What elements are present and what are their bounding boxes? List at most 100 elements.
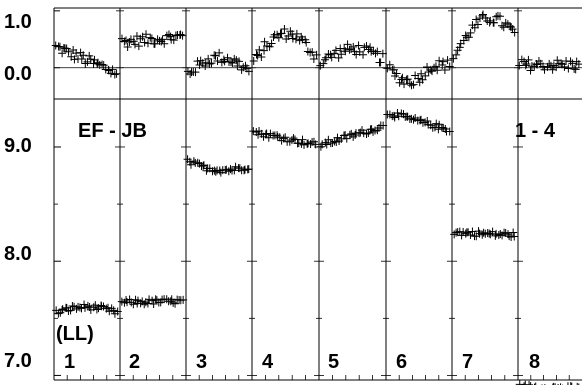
upper-point-2-17 <box>215 48 224 57</box>
upper-point-3-0 <box>249 57 258 66</box>
upper-point-4-4 <box>324 49 333 58</box>
upper-point-4-17 <box>349 42 358 51</box>
lower-point-5-7 <box>397 109 406 118</box>
panel-label-2: 2 <box>129 351 140 373</box>
upper-point-6-27 <box>499 23 508 32</box>
upper-point-5-33 <box>445 62 454 71</box>
upper-point-0-16 <box>81 59 90 68</box>
upper-point-5-27 <box>433 66 442 75</box>
upper-point-1-28 <box>169 36 178 45</box>
upper-point-0-18 <box>85 51 94 60</box>
lower-ytick-label-1: 8.0 <box>4 243 32 265</box>
upper-point-2-11 <box>204 54 213 63</box>
upper-point-3-8 <box>265 42 274 51</box>
upper-point-3-5 <box>260 46 269 55</box>
lower-point-5-30 <box>439 123 448 132</box>
lower-point-1-2 <box>122 295 131 304</box>
upper-point-1-13 <box>142 30 151 39</box>
lower-point-1-12 <box>140 300 149 309</box>
upper-point-4-20 <box>354 41 363 50</box>
upper-point-6-23 <box>492 12 501 21</box>
lower-point-7-28 <box>570 382 572 385</box>
lower-point-2-8 <box>199 161 208 170</box>
upper-point-7-3 <box>521 61 530 70</box>
lower-point-7-2 <box>523 382 525 385</box>
upper-point-0-15 <box>79 51 88 60</box>
lower-point-4-25 <box>364 128 373 137</box>
upper-point-1-12 <box>140 38 149 47</box>
lower-point-3-2 <box>254 130 263 139</box>
panel-label-3: 3 <box>196 351 207 373</box>
upper-point-3-23 <box>292 29 301 38</box>
upper-point-4-32 <box>376 58 385 67</box>
upper-point-5-26 <box>431 62 440 71</box>
upper-point-2-28 <box>235 57 244 66</box>
upper-point-2-9 <box>201 62 210 71</box>
upper-point-4-22 <box>359 50 368 59</box>
lower-point-4-9 <box>333 133 342 142</box>
upper-point-2-27 <box>233 61 242 70</box>
lower-point-2-25 <box>230 166 239 175</box>
upper-point-5-18 <box>417 69 426 78</box>
upper-point-1-32 <box>176 30 185 39</box>
upper-point-1-3 <box>123 43 132 52</box>
lower-point-5-13 <box>407 114 416 123</box>
lower-ytick-label-2: 7.0 <box>4 350 32 372</box>
upper-point-6-15 <box>478 11 487 20</box>
upper-point-5-31 <box>440 66 449 75</box>
lower-point-7-19 <box>553 382 555 385</box>
upper-point-3-32 <box>309 55 318 64</box>
upper-point-6-3 <box>455 43 464 52</box>
upper-point-5-12 <box>405 79 414 88</box>
upper-point-1-24 <box>162 31 171 40</box>
lower-ytick-label-0: 9.0 <box>4 135 32 157</box>
lower-point-1-16 <box>148 296 157 305</box>
upper-point-3-4 <box>257 53 266 62</box>
lower-point-6-19 <box>485 229 494 238</box>
upper-point-0-3 <box>58 49 67 58</box>
upper-point-2-4 <box>191 68 200 77</box>
upper-ytick-label-0: 1.0 <box>4 11 32 33</box>
upper-point-5-30 <box>438 57 447 66</box>
lower-point-6-21 <box>488 227 497 236</box>
lower-point-0-12 <box>74 302 83 311</box>
upper-point-0-25 <box>98 60 107 69</box>
upper-point-3-33 <box>312 50 321 59</box>
upper-point-6-13 <box>473 20 482 29</box>
upper-point-5-13 <box>407 81 416 90</box>
lower-point-7-29 <box>571 382 573 385</box>
upper-point-4-29 <box>371 49 380 58</box>
lower-point-1-10 <box>136 299 145 308</box>
lower-point-5-33 <box>445 127 454 136</box>
upper-point-3-13 <box>274 33 283 42</box>
lower-point-3-15 <box>277 136 286 145</box>
upper-point-1-9 <box>134 42 143 51</box>
upper-point-6-28 <box>501 18 510 27</box>
lower-point-7-27 <box>567 382 569 385</box>
upper-point-2-23 <box>226 58 235 67</box>
upper-point-7-10 <box>533 60 542 69</box>
upper-point-0-31 <box>108 65 117 74</box>
lower-point-5-4 <box>390 113 399 122</box>
upper-point-3-1 <box>252 50 261 59</box>
panel-label-6: 6 <box>396 351 407 373</box>
panel-frames <box>53 7 582 381</box>
panel-label-7: 7 <box>462 351 473 373</box>
upper-point-7-5 <box>524 55 533 64</box>
upper-point-2-33 <box>244 67 253 76</box>
upper-point-1-16 <box>147 34 156 43</box>
upper-point-5-8 <box>398 73 407 82</box>
lower-point-0-11 <box>72 304 81 313</box>
lower-point-6-4 <box>457 231 466 240</box>
upper-point-4-11 <box>337 50 346 59</box>
lower-point-6-32 <box>509 228 518 237</box>
upper-point-6-1 <box>452 50 461 59</box>
lower-point-6-25 <box>496 230 505 239</box>
lower-point-1-5 <box>127 298 136 307</box>
upper-point-6-12 <box>472 15 481 24</box>
upper-point-2-6 <box>195 60 204 69</box>
lower-point-2-5 <box>193 158 202 167</box>
upper-point-4-14 <box>343 40 352 49</box>
upper-point-5-20 <box>421 71 430 80</box>
lower-point-2-33 <box>244 165 253 174</box>
